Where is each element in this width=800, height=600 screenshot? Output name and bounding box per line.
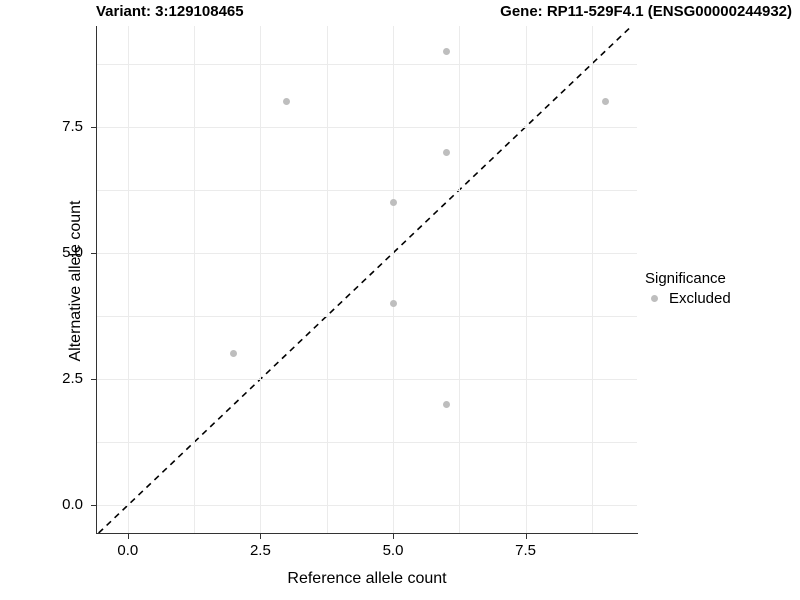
point-marker-icon: [650, 294, 658, 302]
gridline-major-horizontal: [96, 379, 637, 381]
x-axis-tick-label: 2.5: [249, 542, 271, 559]
gridline-minor-vertical: [326, 26, 328, 533]
y-axis-title-wrapper: Alternative allele count: [26, 0, 84, 560]
gridline-minor-vertical: [459, 26, 461, 533]
x-axis-tick: [260, 534, 262, 539]
x-axis-line: [96, 533, 638, 534]
gridline-minor-horizontal: [96, 63, 637, 65]
x-axis-tick-label: 0.0: [117, 542, 139, 559]
gridline-major-vertical: [260, 26, 262, 533]
x-axis-tick: [525, 534, 527, 539]
y-axis-line: [96, 26, 97, 534]
legend-item-label: Excluded: [669, 289, 731, 307]
variant-title: Variant: 3:129108465: [96, 3, 244, 20]
gridline-minor-horizontal: [96, 189, 637, 191]
y-axis-tick-label: 0.0: [62, 496, 83, 514]
y-axis-tick: [91, 379, 96, 381]
data-point[interactable]: [442, 47, 450, 55]
data-point[interactable]: [230, 350, 238, 358]
y-axis-title: Alternative allele count: [67, 200, 84, 362]
data-point[interactable]: [389, 299, 397, 307]
legend: Significance Excluded: [645, 270, 795, 307]
figure-title-bar: Variant: 3:129108465 Gene: RP11-529F4.1 …: [0, 0, 800, 26]
legend-item-excluded[interactable]: Excluded: [645, 289, 795, 307]
y-axis-tick-label: 2.5: [62, 370, 83, 388]
gridline-major-vertical: [525, 26, 527, 533]
y-axis-tick: [91, 505, 96, 507]
y-axis-tick: [91, 126, 96, 128]
legend-key-excluded: [645, 289, 663, 307]
gridline-major-horizontal: [96, 253, 637, 254]
x-axis-tick: [127, 534, 129, 539]
y-axis-tick-label: 7.5: [62, 117, 83, 135]
data-point[interactable]: [442, 400, 450, 408]
plot-panel: [96, 26, 637, 533]
x-axis-title: Reference allele count: [287, 570, 447, 587]
y-axis-tick-label: 5.0: [62, 244, 83, 261]
gene-title: Gene: RP11-529F4.1 (ENSG00000244932): [500, 3, 792, 20]
gridline-major-horizontal: [96, 505, 637, 507]
identity-line: [98, 26, 633, 533]
gridline-minor-vertical: [194, 26, 196, 533]
gridline-minor-horizontal: [96, 316, 637, 318]
gridline-major-vertical: [393, 26, 395, 533]
gridline-minor-horizontal: [96, 442, 637, 444]
gridline-major-vertical: [127, 26, 129, 533]
legend-title: Significance: [645, 270, 726, 287]
x-axis-tick-label: 5.0: [382, 542, 404, 559]
gridline-minor-vertical: [591, 26, 593, 533]
data-point[interactable]: [283, 98, 291, 106]
data-point[interactable]: [389, 199, 397, 207]
x-axis-tick-label: 7.5: [515, 542, 537, 559]
gridline-major-horizontal: [96, 126, 637, 128]
y-axis-tick: [91, 253, 96, 254]
data-point[interactable]: [442, 148, 450, 156]
data-point[interactable]: [601, 98, 609, 106]
x-axis-tick: [393, 534, 395, 539]
